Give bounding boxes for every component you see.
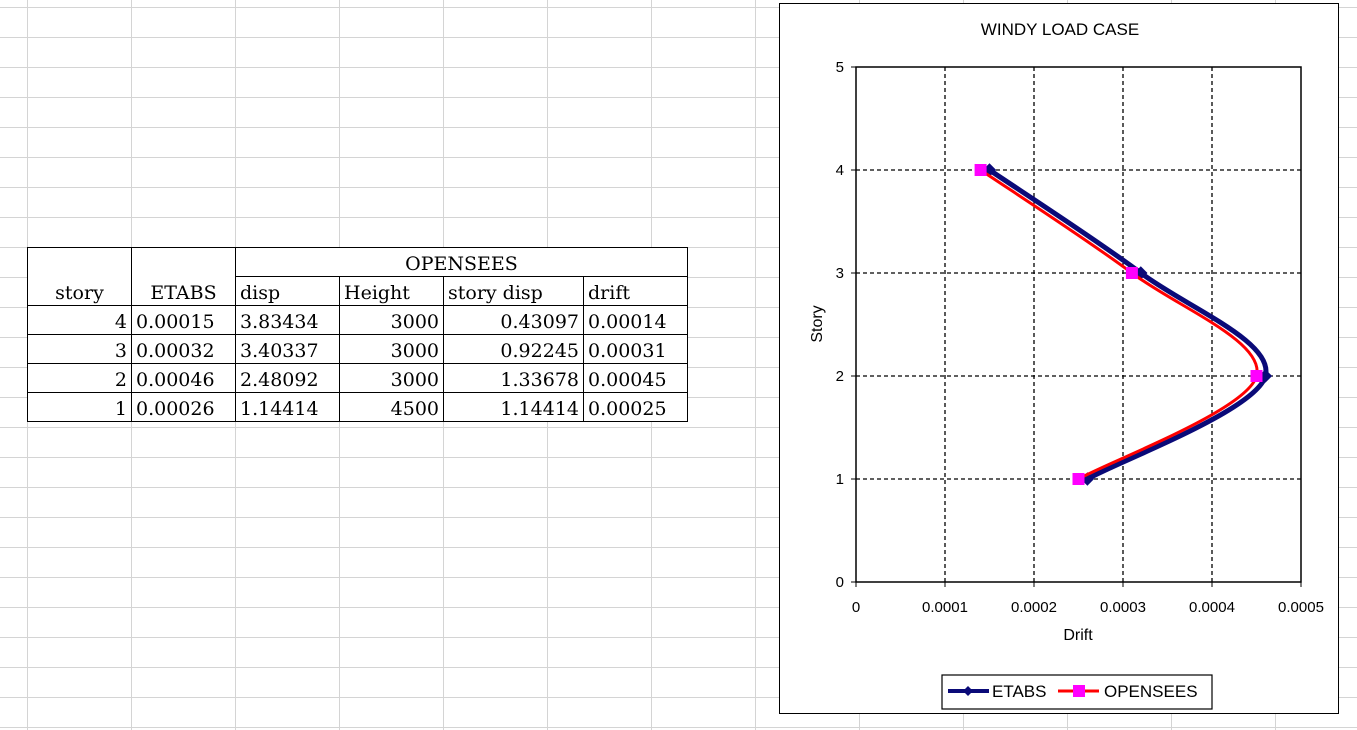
cell-etabs[interactable]: 0.00026 <box>131 392 236 422</box>
header-drift[interactable]: drift <box>583 276 688 306</box>
cell-drift[interactable]: 0.00014 <box>583 305 688 335</box>
table-row: 1 0.00026 1.14414 4500 1.14414 0.00025 <box>27 392 688 422</box>
x-tick-label: 0 <box>852 599 860 616</box>
cell-etabs[interactable]: 0.00015 <box>131 305 236 335</box>
cell-story[interactable]: 3 <box>27 334 132 364</box>
y-tick-label: 4 <box>836 162 844 179</box>
legend-marker-etabs <box>963 686 973 696</box>
cell-story[interactable]: 1 <box>27 392 132 422</box>
y-tick-label: 5 <box>836 59 844 76</box>
cell-disp[interactable]: 2.48092 <box>235 363 340 393</box>
cell-etabs[interactable]: 0.00046 <box>131 363 236 393</box>
cell-drift[interactable]: 0.00045 <box>583 363 688 393</box>
series-line-etabs[interactable] <box>987 167 1269 482</box>
table-row: 3 0.00032 3.40337 3000 0.92245 0.00031 <box>27 334 688 364</box>
cell-drift[interactable]: 0.00031 <box>583 334 688 364</box>
header-disp[interactable]: disp <box>235 276 340 306</box>
legend-marker-opensees <box>1073 685 1085 697</box>
drift-chart: WINDY LOAD CASE 0 0.0001 0.0002 0.0003 0.000… <box>809 20 1324 710</box>
series-line-opensees[interactable] <box>979 168 1259 481</box>
x-tick-label: 0.0002 <box>1011 599 1057 616</box>
data-point-opensees[interactable] <box>974 164 987 176</box>
cell-story-disp[interactable]: 1.33678 <box>443 363 584 393</box>
legend-label-etabs: ETABS <box>992 682 1046 701</box>
header-story[interactable]: story <box>27 247 132 306</box>
x-tick-label: 0.0003 <box>1100 599 1146 616</box>
cell-disp[interactable]: 1.14414 <box>235 392 340 422</box>
cell-disp[interactable]: 3.83434 <box>235 305 340 335</box>
cell-story[interactable]: 2 <box>27 363 132 393</box>
cell-story[interactable]: 4 <box>27 305 132 335</box>
cell-story-disp[interactable]: 0.92245 <box>443 334 584 364</box>
y-axis-title: Story <box>809 305 826 342</box>
plot-area <box>855 66 1302 583</box>
cell-height[interactable]: 3000 <box>339 334 444 364</box>
cell-drift[interactable]: 0.00025 <box>583 392 688 422</box>
cell-height[interactable]: 4500 <box>339 392 444 422</box>
table-row: 2 0.00046 2.48092 3000 1.33678 0.00045 <box>27 363 688 393</box>
legend[interactable]: ETABS OPENSEES <box>941 674 1213 710</box>
chart-title: WINDY LOAD CASE <box>981 20 1139 39</box>
x-tick-label: 0.0005 <box>1278 599 1324 616</box>
header-story-disp[interactable]: story disp <box>443 276 584 306</box>
header-opensees[interactable]: OPENSEES <box>235 247 688 277</box>
data-point-opensees[interactable] <box>1125 267 1138 279</box>
data-point-opensees[interactable] <box>1250 370 1263 382</box>
cell-height[interactable]: 3000 <box>339 363 444 393</box>
cell-etabs[interactable]: 0.00032 <box>131 334 236 364</box>
x-axis-title: Drift <box>1063 627 1093 644</box>
x-tick-label: 0.0001 <box>922 599 968 616</box>
x-tick-label: 0.0004 <box>1189 599 1235 616</box>
cell-disp[interactable]: 3.40337 <box>235 334 340 364</box>
header-etabs[interactable]: ETABS <box>131 247 236 306</box>
data-table: story ETABS OPENSEES disp Height story d… <box>27 247 688 422</box>
y-tick-label: 3 <box>836 265 844 282</box>
y-tick-label: 0 <box>836 574 844 591</box>
data-point-opensees[interactable] <box>1072 473 1085 485</box>
table-row: 4 0.00015 3.83434 3000 0.43097 0.00014 <box>27 305 688 335</box>
chart-object[interactable]: WINDY LOAD CASE 0 0.0001 0.0002 0.0003 0.000… <box>779 3 1339 714</box>
y-tick-label: 2 <box>836 368 844 385</box>
cell-story-disp[interactable]: 0.43097 <box>443 305 584 335</box>
cell-height[interactable]: 3000 <box>339 305 444 335</box>
legend-label-opensees: OPENSEES <box>1104 682 1198 701</box>
header-height[interactable]: Height <box>339 276 444 306</box>
y-tick-label: 1 <box>836 471 844 488</box>
cell-story-disp[interactable]: 1.14414 <box>443 392 584 422</box>
